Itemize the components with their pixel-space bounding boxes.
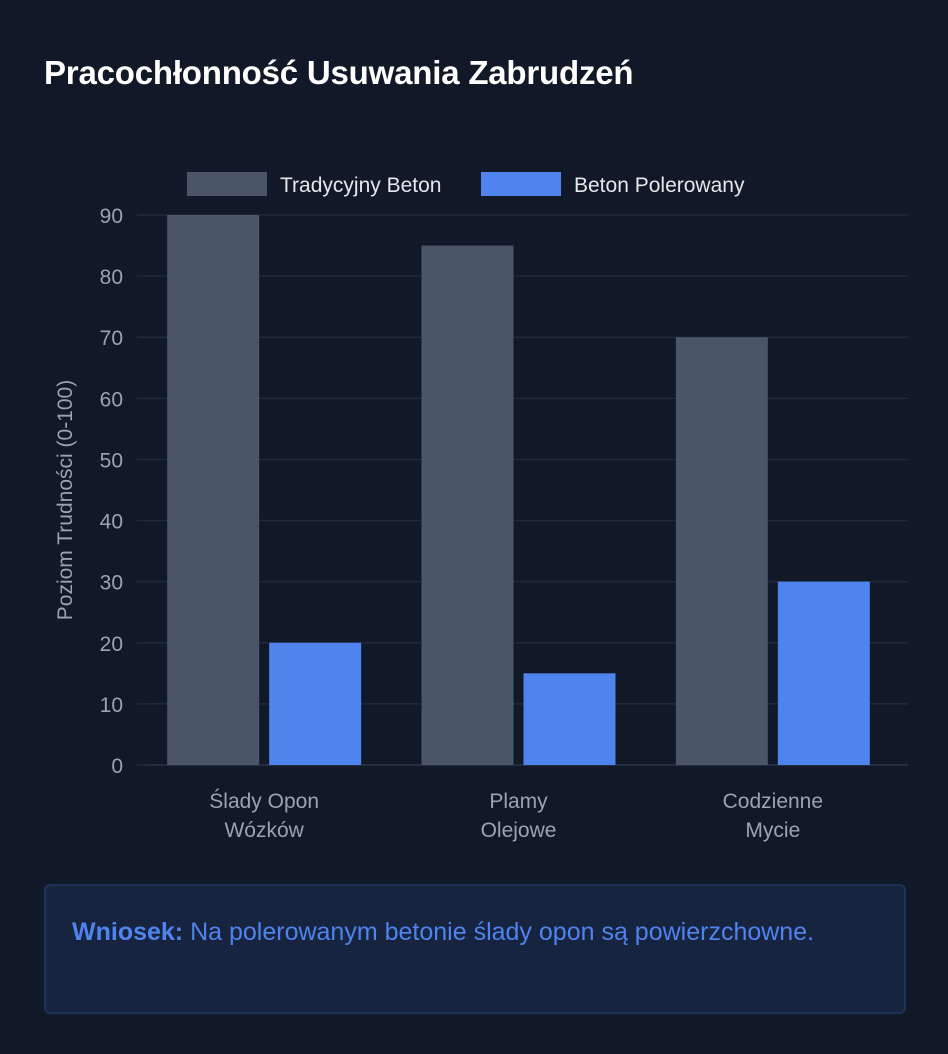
bar-tradycyjny-2 (675, 337, 768, 765)
y-tick-label: 50 (100, 449, 123, 472)
y-tick-label: 0 (111, 755, 123, 778)
x-tick-label: Ślady Opon (209, 789, 319, 813)
x-tick-label: Mycie (745, 819, 800, 842)
chart-title: Pracochłonność Usuwania Zabrudzeń (44, 54, 634, 91)
legend-swatch-0 (187, 172, 267, 196)
bar-polerowany-0 (269, 642, 362, 765)
conclusion-label: Wniosek: (72, 918, 184, 946)
chart-area: 0 10 20 30 40 50 60 70 80 90 Poziom Trudności (0-1… (0, 150, 948, 870)
y-tick-label: 60 (100, 388, 123, 411)
y-axis-label: Poziom Trudności (0-100) (54, 380, 77, 620)
y-tick-label: 20 (100, 633, 123, 656)
legend-swatch-1 (481, 172, 561, 196)
legend-label-1: Beton Polerowany (574, 174, 745, 197)
bar-tradycyjny-1 (421, 245, 514, 766)
x-tick-label: Plamy (489, 790, 548, 813)
y-tick-label: 70 (100, 327, 123, 350)
bar-chart: 0 10 20 30 40 50 60 70 80 90 Poziom Trudności (0-1… (54, 172, 908, 842)
y-tick-label: 10 (100, 694, 123, 717)
x-tick-label: Wózków (224, 819, 304, 842)
bar-polerowany-2 (777, 581, 870, 765)
conclusion-text: Na polerowanym betonie ślady opon są pow… (190, 918, 815, 946)
y-tick-label: 80 (100, 266, 123, 289)
x-tick-label: Olejowe (481, 819, 557, 842)
legend-label-0: Tradycyjny Beton (280, 174, 441, 197)
conclusion-box: Wniosek: Na polerowanym betonie ślady op… (44, 884, 906, 1014)
x-tick-label: Codzienne (723, 790, 823, 813)
y-tick-label: 90 (100, 205, 123, 228)
y-tick-label: 30 (100, 572, 123, 595)
bar-tradycyjny-0 (167, 215, 260, 765)
y-tick-label: 40 (100, 511, 123, 534)
bar-polerowany-1 (523, 673, 616, 765)
